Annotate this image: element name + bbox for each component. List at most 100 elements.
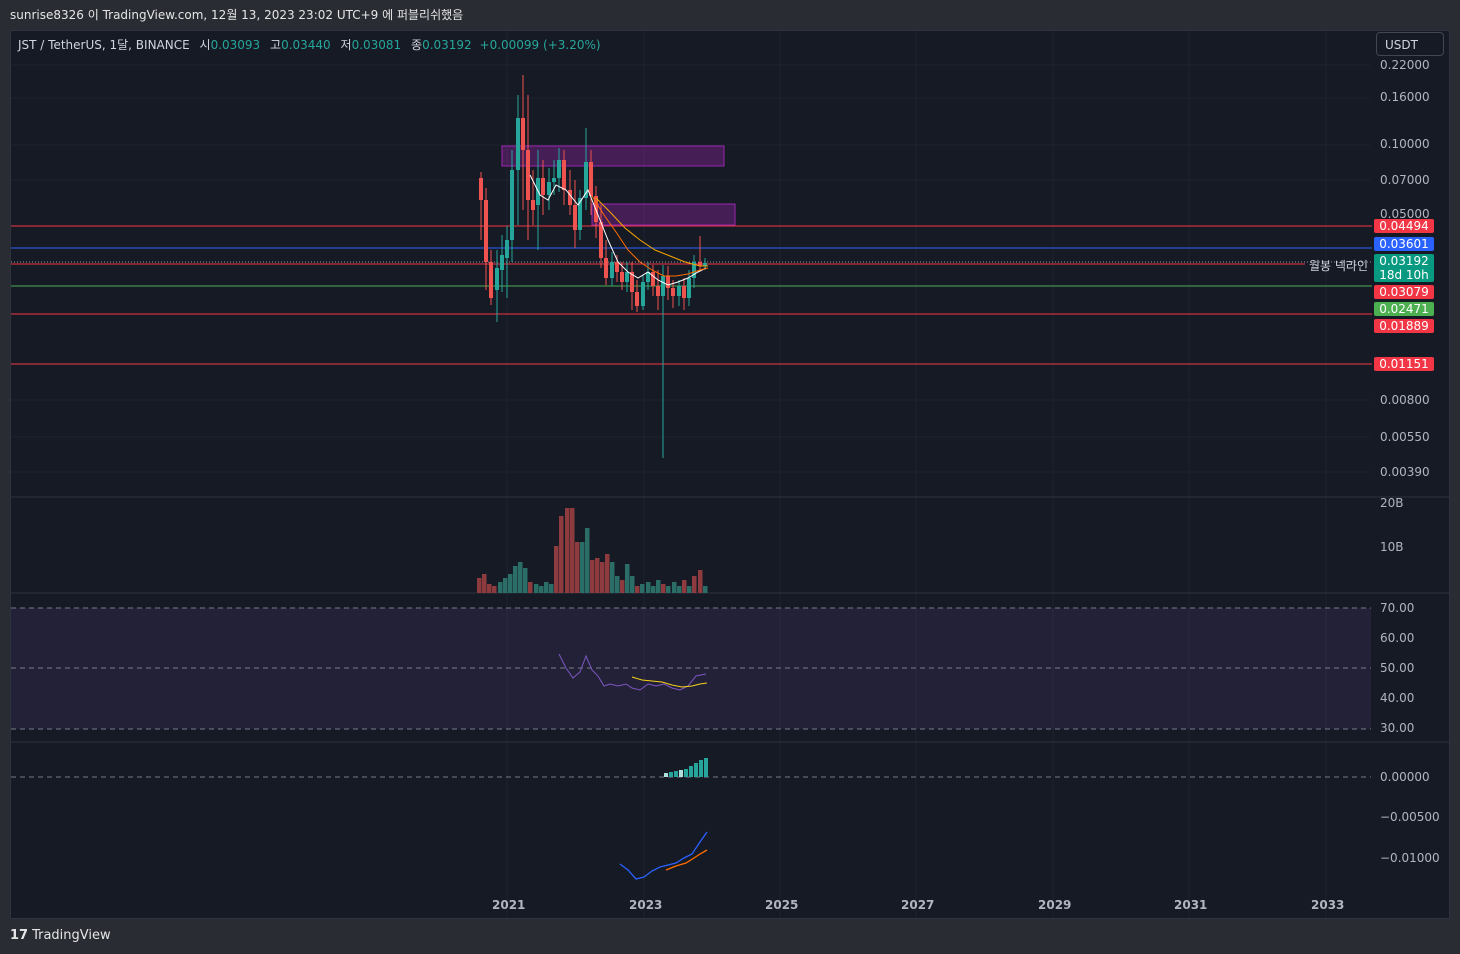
candle-body <box>687 278 691 298</box>
volume-bar <box>600 562 605 593</box>
horizontal-levels[interactable] <box>11 225 1372 365</box>
volume-bar <box>635 586 640 593</box>
time-axis-label: 2027 <box>901 898 935 912</box>
volume-bar <box>615 576 620 593</box>
price-tag: 0.04494 <box>1374 219 1434 233</box>
logo-mark: 17 <box>10 928 29 943</box>
rsi-lines <box>11 607 1371 730</box>
candle-body <box>651 272 655 286</box>
candle-body <box>531 200 535 210</box>
candle-body <box>526 150 530 200</box>
volume-bar <box>682 580 687 593</box>
candle-body <box>547 182 551 195</box>
candle-body <box>516 118 520 170</box>
price-tag: 0.03601 <box>1374 237 1434 251</box>
macd-axis-label: −0.01000 <box>1380 851 1440 865</box>
volume-bar <box>656 580 661 593</box>
symbol-name[interactable]: JST / TetherUS, 1달, BINANCE <box>18 38 190 52</box>
macd-signal-line <box>665 849 708 871</box>
ma-white <box>529 174 707 286</box>
volume-axis-label: 10B <box>1380 540 1404 554</box>
candle-body <box>666 276 670 288</box>
volume-bar <box>477 578 482 593</box>
tradingview-logo[interactable]: 17 TradingView <box>10 928 111 943</box>
price-axis-label: 0.05000 <box>1380 207 1430 221</box>
volume-bar <box>677 586 682 593</box>
time-axis-label: 2025 <box>765 898 799 912</box>
time-axis-label: 2021 <box>492 898 526 912</box>
price-axis-label: 0.16000 <box>1380 90 1430 104</box>
volume-bar <box>640 584 645 593</box>
candle-body <box>625 272 629 282</box>
volume-bar <box>513 566 518 593</box>
volume-bar <box>630 576 635 593</box>
candle-body <box>578 198 582 230</box>
publish-title: sunrise8326 이 TradingView.com, 12월 13, 2… <box>10 8 464 22</box>
volume-bar <box>487 584 492 593</box>
candle-body <box>615 262 619 272</box>
candle-body <box>671 288 675 296</box>
macd-hist-bar <box>684 769 688 777</box>
rsi-axis-label: 40.00 <box>1380 691 1415 705</box>
candle-body <box>703 263 707 266</box>
volume-bar <box>625 564 630 593</box>
chart-frame[interactable] <box>10 30 1450 919</box>
price-tag: 0.01889 <box>1374 319 1434 333</box>
low-label: 저 <box>340 38 352 52</box>
macd-histogram <box>664 758 708 777</box>
brand-name: TradingView <box>32 928 111 943</box>
neckline-label[interactable]: 월봉 넥라인 <box>1309 259 1369 273</box>
macd-hist-bar <box>674 771 678 777</box>
supply-zone-lower[interactable] <box>591 203 736 226</box>
macd-hist-bar <box>679 770 683 777</box>
rsi-ma-line <box>631 676 708 688</box>
price-axis-label: 0.00390 <box>1380 465 1430 479</box>
candle-body <box>500 255 504 270</box>
grid <box>11 31 1370 918</box>
high-label: 고 <box>270 38 282 52</box>
low-value: 0.03081 <box>351 38 402 52</box>
volume-bar <box>575 542 580 593</box>
candle-body <box>568 190 572 205</box>
candle-body <box>489 262 493 298</box>
macd-hist-bar <box>704 758 708 777</box>
candle-body <box>620 272 624 282</box>
volume-axis-label: 20B <box>1380 496 1404 510</box>
volume-bar <box>539 586 544 593</box>
volume-bar <box>565 508 570 593</box>
candle-body <box>630 272 634 292</box>
volume-bar <box>508 574 513 593</box>
volume-bar <box>687 586 692 593</box>
currency-button[interactable]: USDT <box>1376 32 1444 56</box>
candle-body <box>692 262 696 278</box>
supply-zone-upper[interactable] <box>501 145 725 167</box>
volume-bar <box>605 554 610 593</box>
rsi-axis-label: 70.00 <box>1380 601 1415 615</box>
price-axis-label: 0.10000 <box>1380 137 1430 151</box>
ma-orange <box>591 195 709 277</box>
price-tag: 0.03079 <box>1374 285 1434 299</box>
volume-bar <box>703 586 708 593</box>
candle-body <box>599 222 603 258</box>
volume-bar <box>585 528 590 593</box>
candle-body <box>682 286 686 298</box>
candle-body <box>495 268 499 290</box>
symbol-legend: JST / TetherUS, 1달, BINANCE 시0.03093 고0.… <box>18 36 601 53</box>
close-value: 0.03192 <box>422 38 472 52</box>
candle-body <box>604 258 608 278</box>
price-axis-label: 0.22000 <box>1380 58 1430 72</box>
volume-bar <box>549 584 554 593</box>
time-axis-label: 2023 <box>629 898 663 912</box>
open-label: 시 <box>199 38 211 52</box>
candle-body <box>641 282 645 306</box>
last-price-tag: 0.03192 <box>1374 254 1434 268</box>
time-axis-label: 2031 <box>1174 898 1208 912</box>
macd-hist-bar <box>689 766 693 777</box>
volume-bar <box>666 586 671 593</box>
candle-body <box>552 178 556 182</box>
volume-bar <box>610 562 615 593</box>
candle-body <box>610 262 614 278</box>
volume-bar <box>503 578 508 593</box>
volume-bars <box>477 508 708 593</box>
